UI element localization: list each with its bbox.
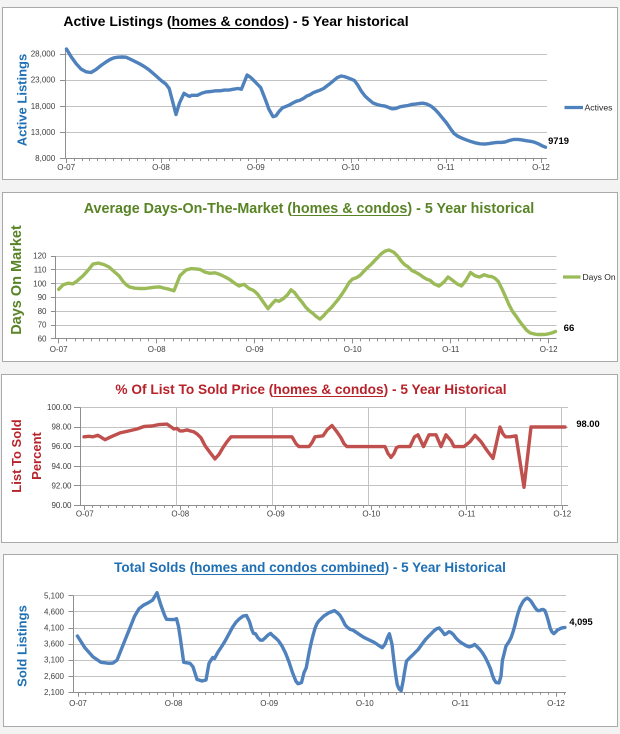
- svg-text:Actives: Actives: [585, 102, 614, 112]
- svg-text:O-11: O-11: [442, 345, 460, 354]
- svg-text:3,100: 3,100: [44, 656, 65, 665]
- svg-text:O-10: O-10: [342, 163, 360, 172]
- svg-text:60: 60: [38, 335, 47, 344]
- svg-text:100.00: 100.00: [47, 403, 72, 412]
- svg-text:4,600: 4,600: [44, 608, 65, 617]
- svg-text:23,000: 23,000: [31, 76, 56, 85]
- svg-text:66: 66: [564, 323, 575, 334]
- svg-text:O-11: O-11: [437, 163, 455, 172]
- svg-text:100: 100: [33, 279, 47, 288]
- svg-text:O-10: O-10: [344, 345, 362, 354]
- svg-text:98.00: 98.00: [576, 419, 599, 429]
- svg-text:O-09: O-09: [267, 509, 285, 518]
- svg-text:O-10: O-10: [362, 509, 380, 518]
- svg-text:O-11: O-11: [458, 509, 476, 518]
- svg-text:96.00: 96.00: [51, 442, 72, 451]
- svg-text:O-07: O-07: [57, 163, 75, 172]
- svg-text:3,600: 3,600: [44, 640, 65, 649]
- svg-text:5,100: 5,100: [44, 592, 65, 601]
- svg-text:O-08: O-08: [152, 163, 170, 172]
- svg-text:O-08: O-08: [165, 699, 183, 708]
- svg-text:O-07: O-07: [69, 699, 87, 708]
- svg-text:120: 120: [33, 252, 47, 261]
- svg-text:O-08: O-08: [171, 509, 189, 518]
- svg-text:98.00: 98.00: [51, 423, 72, 432]
- svg-text:O-07: O-07: [76, 509, 94, 518]
- svg-text:18,000: 18,000: [31, 102, 56, 111]
- svg-text:9719: 9719: [548, 135, 569, 146]
- svg-text:2,100: 2,100: [44, 688, 65, 697]
- svg-text:O-09: O-09: [260, 699, 278, 708]
- svg-text:O-10: O-10: [356, 699, 374, 708]
- svg-text:80: 80: [38, 307, 47, 316]
- svg-text:4,095: 4,095: [569, 617, 592, 627]
- svg-text:O-11: O-11: [452, 699, 470, 708]
- svg-text:90: 90: [38, 293, 47, 302]
- svg-text:O-09: O-09: [246, 345, 264, 354]
- svg-text:110: 110: [34, 266, 47, 275]
- svg-text:28,000: 28,000: [31, 50, 56, 59]
- svg-text:8,000: 8,000: [35, 154, 56, 163]
- svg-text:O-12: O-12: [532, 163, 550, 172]
- svg-text:O-12: O-12: [540, 345, 558, 354]
- svg-text:4,100: 4,100: [44, 624, 65, 633]
- svg-text:O-12: O-12: [547, 699, 565, 708]
- svg-text:92.00: 92.00: [51, 481, 72, 490]
- svg-text:94.00: 94.00: [51, 462, 72, 471]
- svg-text:O-08: O-08: [148, 345, 166, 354]
- svg-text:O-12: O-12: [553, 509, 571, 518]
- svg-text:Days On: Days On: [583, 272, 616, 282]
- svg-text:O-07: O-07: [50, 345, 68, 354]
- svg-text:70: 70: [38, 321, 47, 330]
- svg-text:13,000: 13,000: [31, 128, 56, 137]
- svg-text:O-09: O-09: [247, 163, 265, 172]
- svg-text:2,600: 2,600: [44, 672, 65, 681]
- svg-text:90.00: 90.00: [51, 501, 72, 510]
